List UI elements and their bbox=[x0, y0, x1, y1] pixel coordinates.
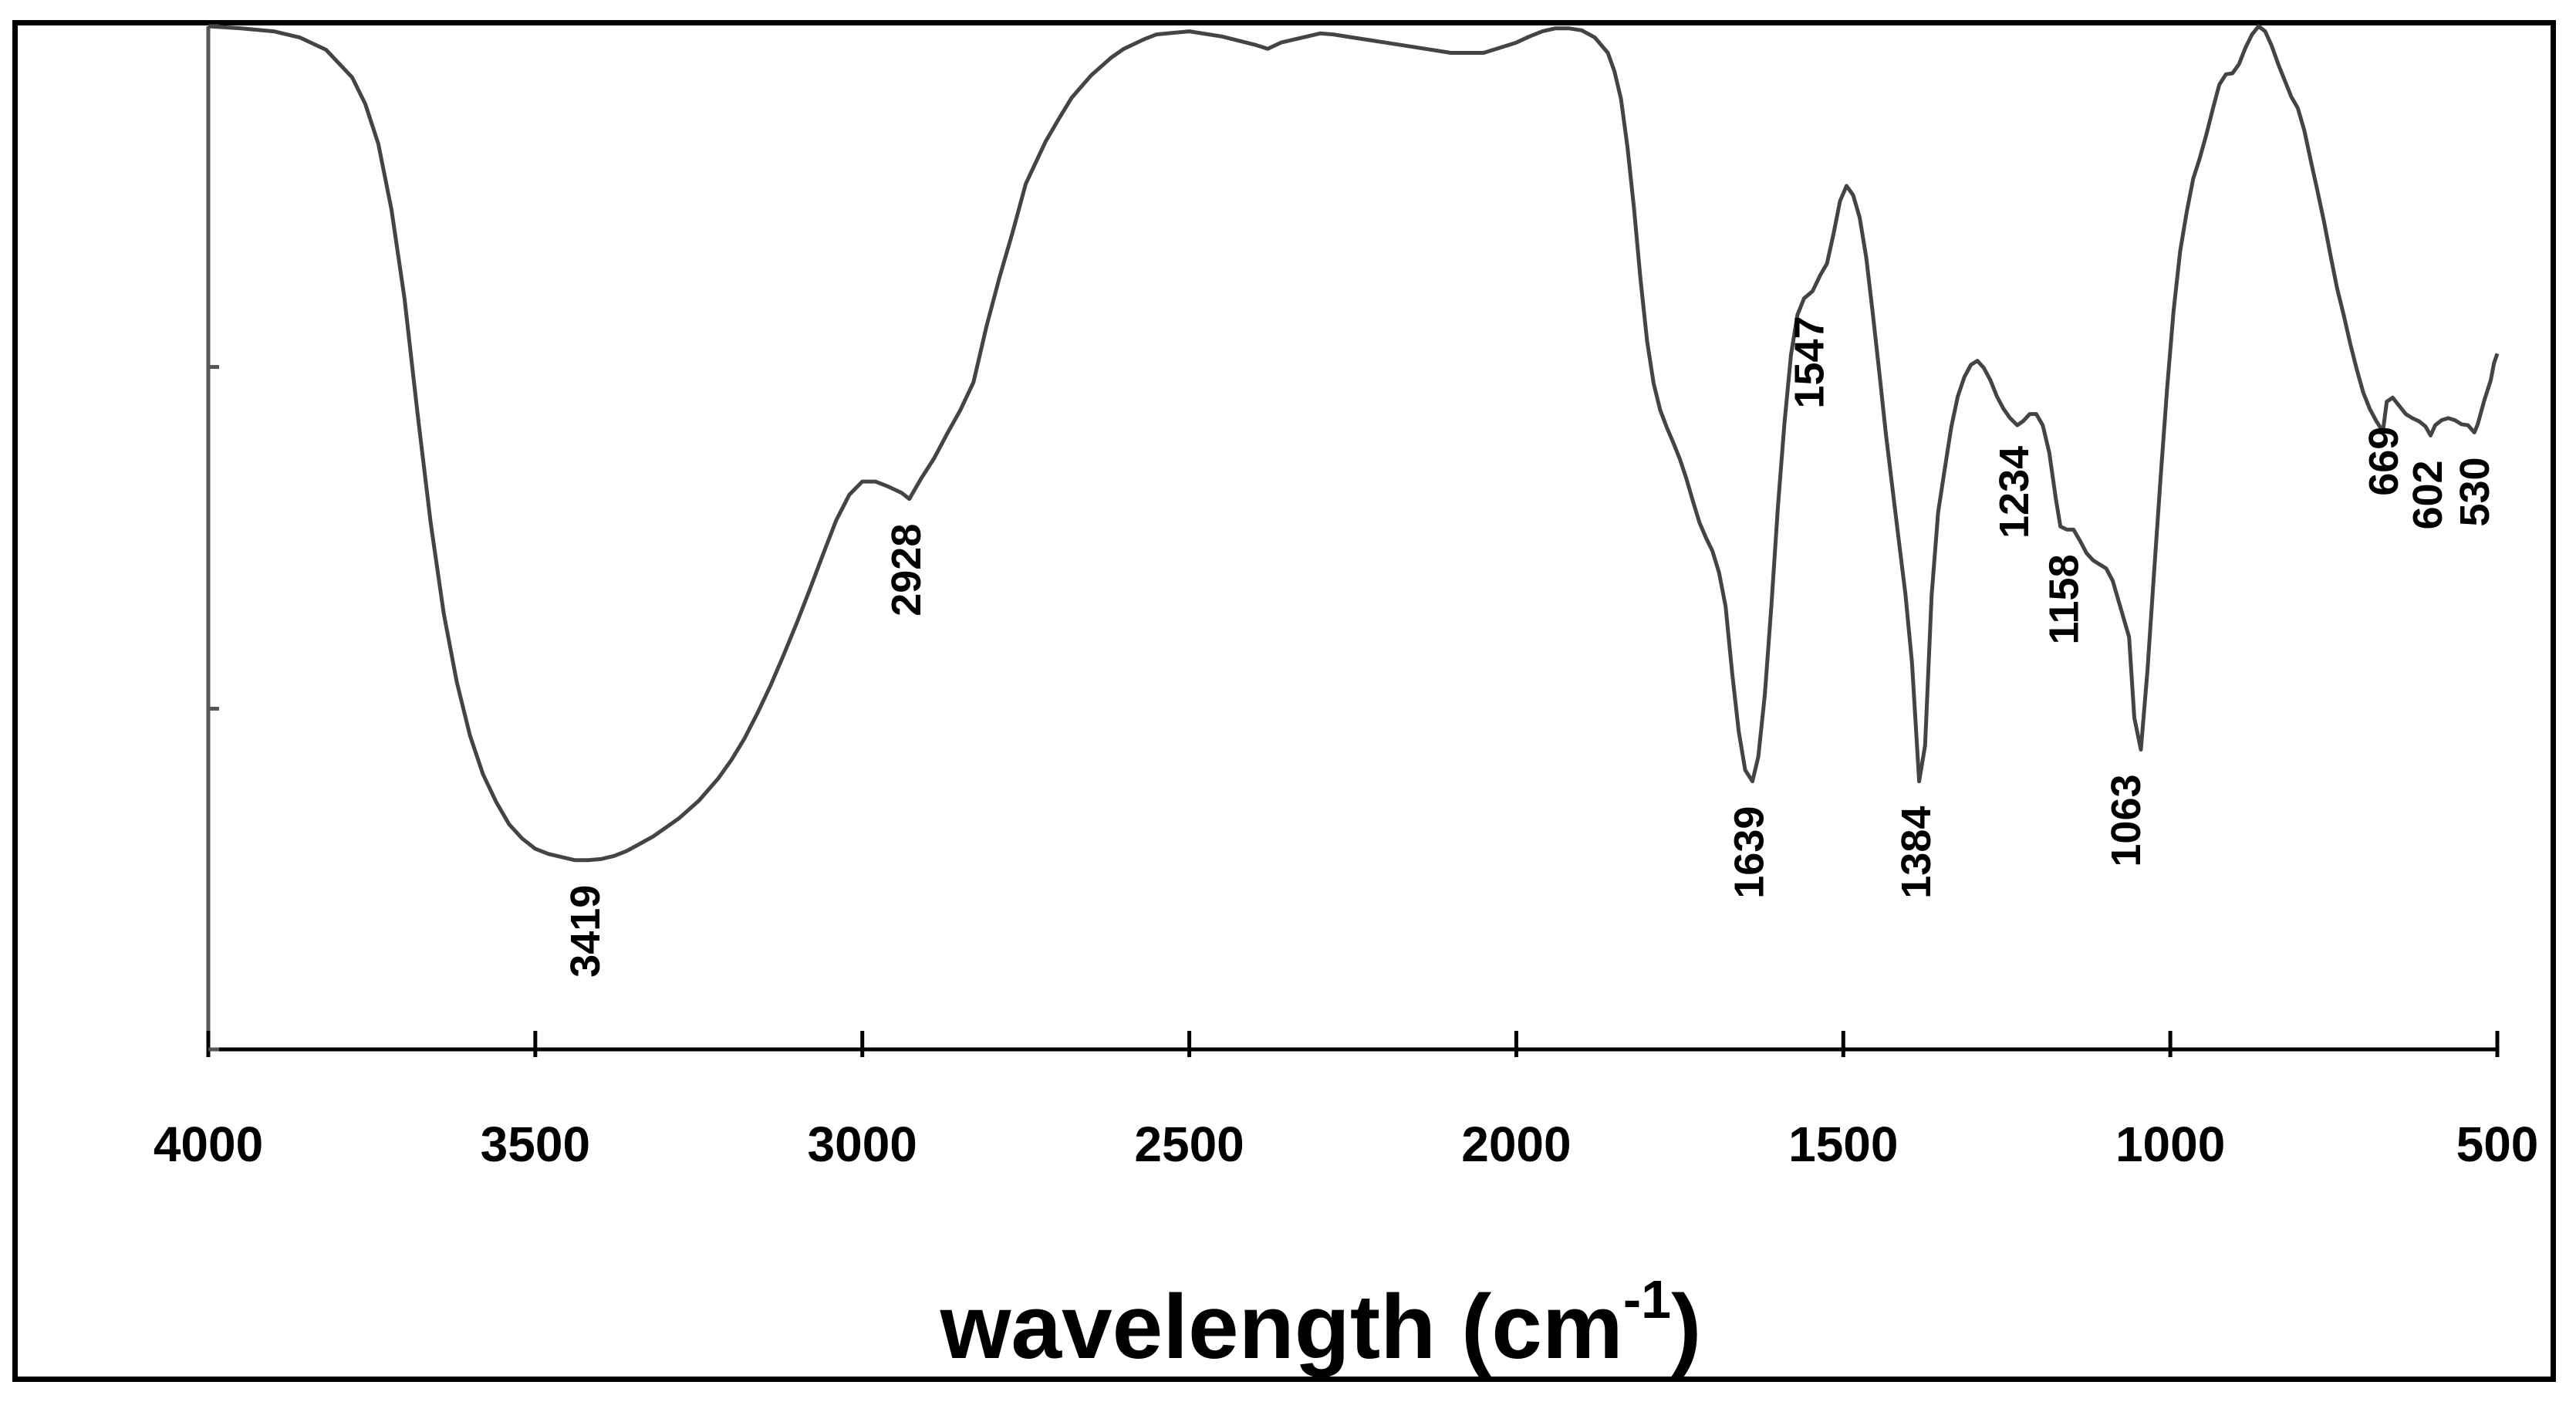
peak-label-1547: 1547 bbox=[1787, 316, 1833, 408]
peak-label-1063: 1063 bbox=[2103, 774, 2149, 867]
peak-label-1234: 1234 bbox=[1991, 446, 2038, 539]
x-axis-title-main: wavelength (cm bbox=[940, 1276, 1623, 1378]
x-axis-title: wavelength (cm-1) bbox=[940, 1269, 1702, 1378]
peak-label-1639: 1639 bbox=[1727, 806, 1773, 899]
x-tick-label-2500: 2500 bbox=[1134, 1117, 1244, 1172]
x-tick-labels: 4000 3500 3000 2500 2000 1500 1000 500 bbox=[154, 1117, 2539, 1172]
axes bbox=[206, 26, 2497, 1052]
x-axis-title-superscript: -1 bbox=[1623, 1269, 1671, 1329]
peak-label-2928: 2928 bbox=[883, 524, 930, 617]
x-tick-label-3500: 3500 bbox=[481, 1117, 590, 1172]
spectrum-line bbox=[208, 24, 2500, 863]
x-axis-title-close: ) bbox=[1671, 1276, 1701, 1378]
peak-label-602: 602 bbox=[2405, 460, 2451, 529]
peak-label-3419: 3419 bbox=[562, 885, 609, 978]
peak-label-1384: 1384 bbox=[1893, 806, 1940, 899]
peak-label-669: 669 bbox=[2361, 427, 2407, 496]
x-tick-label-1000: 1000 bbox=[2115, 1117, 2225, 1172]
peak-label-530: 530 bbox=[2452, 457, 2498, 526]
x-tick-label-500: 500 bbox=[2456, 1117, 2539, 1172]
x-tick-label-4000: 4000 bbox=[154, 1117, 263, 1172]
x-tick-label-3000: 3000 bbox=[808, 1117, 917, 1172]
x-tick-label-1500: 1500 bbox=[1788, 1117, 1898, 1172]
x-tick-label-2000: 2000 bbox=[1461, 1117, 1571, 1172]
x-ticks bbox=[206, 1031, 2500, 1057]
peak-label-1158: 1158 bbox=[2041, 554, 2087, 644]
